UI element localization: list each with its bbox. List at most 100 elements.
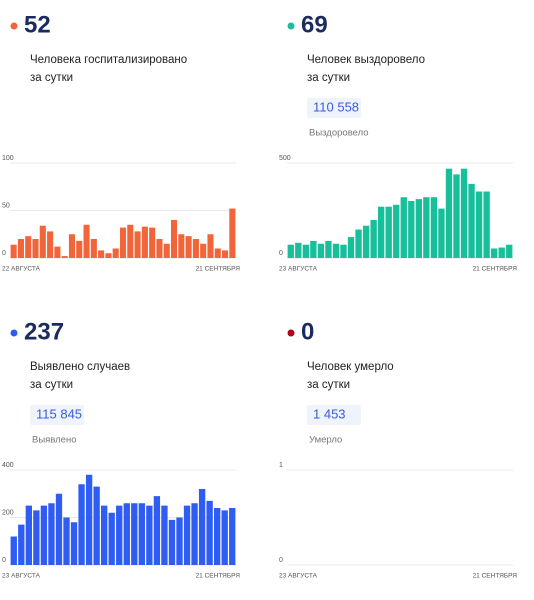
y-tick-label: 1 — [279, 462, 283, 469]
bar — [156, 239, 163, 258]
caption: Человек умерло — [307, 361, 394, 373]
headline: 52 — [24, 11, 51, 38]
bar — [17, 239, 24, 258]
bar — [105, 253, 112, 258]
bar — [214, 508, 221, 565]
bar — [146, 505, 153, 565]
bar — [141, 226, 148, 258]
bar — [347, 237, 355, 258]
x-tick-label: 21 СЕНТЯБРЯ — [196, 266, 241, 273]
bar — [287, 244, 294, 258]
bar — [161, 505, 168, 565]
bar — [310, 240, 317, 258]
bar — [183, 505, 191, 565]
x-tick-label: 21 СЕНТЯБРЯ — [473, 573, 518, 580]
bar — [149, 227, 156, 258]
bar — [93, 486, 100, 565]
bar — [55, 493, 63, 565]
bar — [40, 505, 48, 565]
bar — [32, 239, 39, 258]
total-label: Выявлено — [32, 435, 77, 446]
bar — [229, 508, 236, 565]
bar — [134, 231, 141, 258]
status-dot — [287, 329, 295, 337]
bar — [39, 225, 46, 258]
bar — [101, 505, 108, 565]
caption: за сутки — [307, 379, 350, 391]
bar — [295, 242, 302, 258]
bar — [47, 231, 54, 258]
bar — [415, 199, 422, 258]
bar — [222, 250, 229, 258]
bar — [423, 197, 430, 258]
bar — [153, 496, 161, 565]
bar — [168, 519, 176, 565]
bar — [438, 208, 445, 258]
x-tick-label: 22 АВГУСТА — [2, 266, 41, 273]
caption: за сутки — [307, 72, 350, 84]
bar — [445, 168, 453, 258]
bar — [185, 236, 192, 258]
bar — [408, 201, 415, 258]
bar — [70, 522, 78, 565]
bar — [214, 248, 221, 258]
status-dot — [10, 329, 18, 337]
bar — [108, 512, 115, 565]
x-tick-label: 23 АВГУСТА — [279, 573, 318, 580]
bar — [112, 248, 119, 258]
bar — [468, 183, 475, 258]
bar — [332, 243, 340, 258]
bar — [229, 208, 236, 258]
bar — [200, 243, 207, 258]
bar — [198, 489, 206, 565]
bar — [68, 234, 76, 258]
x-tick-label: 21 СЕНТЯБРЯ — [473, 266, 518, 273]
bar — [18, 524, 25, 565]
x-tick-label: 23 АВГУСТА — [2, 573, 41, 580]
bar — [191, 503, 198, 565]
caption: за сутки — [30, 379, 73, 391]
bar — [483, 191, 490, 258]
caption: Человека госпитализировано — [30, 54, 187, 66]
bar — [400, 197, 407, 258]
total-label: Умерло — [309, 435, 342, 446]
bar — [127, 224, 134, 258]
bar — [61, 256, 68, 258]
bar — [138, 503, 145, 565]
y-tick-label: 200 — [2, 509, 14, 516]
bar — [192, 239, 199, 258]
bar — [207, 234, 214, 258]
bar — [98, 250, 105, 258]
bar — [48, 503, 55, 565]
total: 110 558 — [313, 99, 359, 114]
headline: 0 — [301, 318, 314, 345]
bar — [170, 220, 178, 258]
bar — [453, 174, 460, 258]
bar — [33, 510, 40, 565]
bar — [370, 220, 377, 258]
bar — [393, 204, 400, 258]
headline: 69 — [301, 11, 328, 38]
bar — [119, 227, 127, 258]
bar — [460, 168, 468, 258]
bar — [506, 244, 513, 258]
x-tick-label: 23 АВГУСТА — [279, 266, 318, 273]
bar — [63, 517, 70, 565]
bar — [54, 246, 61, 258]
total-box — [30, 405, 84, 425]
bar — [378, 206, 385, 258]
total-box — [307, 405, 361, 425]
bar — [10, 536, 17, 565]
bar — [475, 191, 483, 258]
y-tick-label: 0 — [2, 557, 6, 564]
total-box — [307, 98, 361, 118]
x-tick-label: 21 СЕНТЯБРЯ — [196, 573, 241, 580]
bar — [90, 239, 97, 258]
bar — [302, 244, 309, 258]
bar — [430, 197, 438, 258]
caption: за сутки — [30, 72, 73, 84]
bar — [83, 224, 90, 258]
bar — [385, 206, 392, 258]
bar — [10, 244, 17, 258]
